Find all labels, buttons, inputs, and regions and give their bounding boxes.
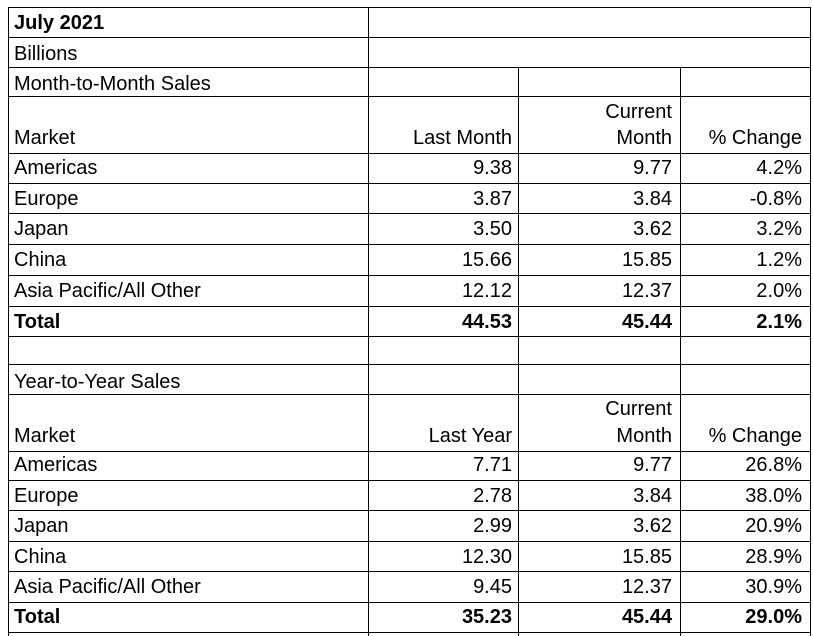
mtm-header-market: Market: [14, 127, 76, 149]
yty-cur: 15.85: [621, 546, 672, 568]
yty-section-title: Year-to-Year Sales: [14, 371, 181, 393]
page-title: July 2021: [14, 12, 105, 34]
mtm-prev: 12.12: [461, 280, 512, 302]
mtm-prev: 3.87: [473, 188, 512, 210]
mtm-total-cur: 45.44: [621, 311, 672, 333]
mtm-pct: 1.2%: [756, 249, 802, 271]
mtm-pct: 2.0%: [756, 280, 802, 302]
yty-market: Japan: [14, 515, 69, 537]
yty-market: Asia Pacific/All Other: [14, 576, 201, 598]
mtm-header-cur-line1: Current: [605, 101, 672, 123]
mtm-pct: 4.2%: [756, 157, 802, 179]
yty-total-prev: 35.23: [461, 606, 512, 628]
yty-prev: 9.45: [473, 576, 512, 598]
mtm-header-cur-line2: Month: [616, 127, 672, 149]
yty-pct: 28.9%: [745, 546, 802, 568]
yty-pct: 30.9%: [745, 576, 802, 598]
mtm-market: Europe: [14, 188, 79, 210]
yty-cur: 3.62: [633, 515, 672, 537]
yty-header-cur-line1: Current: [605, 398, 672, 420]
mtm-cur: 3.84: [633, 188, 672, 210]
yty-prev: 2.78: [473, 485, 512, 507]
yty-header-market: Market: [14, 425, 76, 447]
yty-prev: 2.99: [473, 515, 512, 537]
yty-total-pct: 29.0%: [745, 606, 802, 628]
yty-header-cur-line2: Month: [616, 425, 672, 447]
mtm-section-title: Month-to-Month Sales: [14, 73, 211, 95]
mtm-prev: 3.50: [473, 218, 512, 240]
yty-cur: 12.37: [621, 576, 672, 598]
mtm-prev: 15.66: [461, 249, 512, 271]
yty-cur: 9.77: [633, 454, 672, 476]
yty-header-prev: Last Year: [428, 425, 512, 447]
mtm-cur: 9.77: [633, 157, 672, 179]
yty-total-cur: 45.44: [621, 606, 672, 628]
yty-header-pct: % Change: [708, 425, 802, 447]
mtm-cur: 12.37: [621, 280, 672, 302]
yty-market: Americas: [14, 454, 98, 476]
mtm-cur: 15.85: [621, 249, 672, 271]
mtm-pct: -0.8%: [749, 188, 802, 210]
mtm-market: Americas: [14, 157, 98, 179]
mtm-pct: 3.2%: [756, 218, 802, 240]
mtm-market: Asia Pacific/All Other: [14, 280, 201, 302]
mtm-prev: 9.38: [473, 157, 512, 179]
yty-market: Europe: [14, 485, 79, 507]
yty-prev: 12.30: [461, 546, 512, 568]
mtm-market: China: [14, 249, 67, 271]
yty-pct: 20.9%: [745, 515, 802, 537]
yty-pct: 26.8%: [745, 454, 802, 476]
yty-pct: 38.0%: [745, 485, 802, 507]
unit-label: Billions: [14, 43, 78, 65]
yty-market: China: [14, 546, 67, 568]
mtm-total-label: Total: [14, 311, 61, 333]
yty-prev: 7.71: [473, 454, 512, 476]
mtm-market: Japan: [14, 218, 69, 240]
mtm-cur: 3.62: [633, 218, 672, 240]
mtm-header-pct: % Change: [708, 127, 802, 149]
yty-cur: 3.84: [633, 485, 672, 507]
mtm-total-prev: 44.53: [461, 311, 512, 333]
mtm-header-prev: Last Month: [413, 127, 512, 149]
yty-total-label: Total: [14, 606, 61, 628]
mtm-total-pct: 2.1%: [756, 311, 802, 333]
